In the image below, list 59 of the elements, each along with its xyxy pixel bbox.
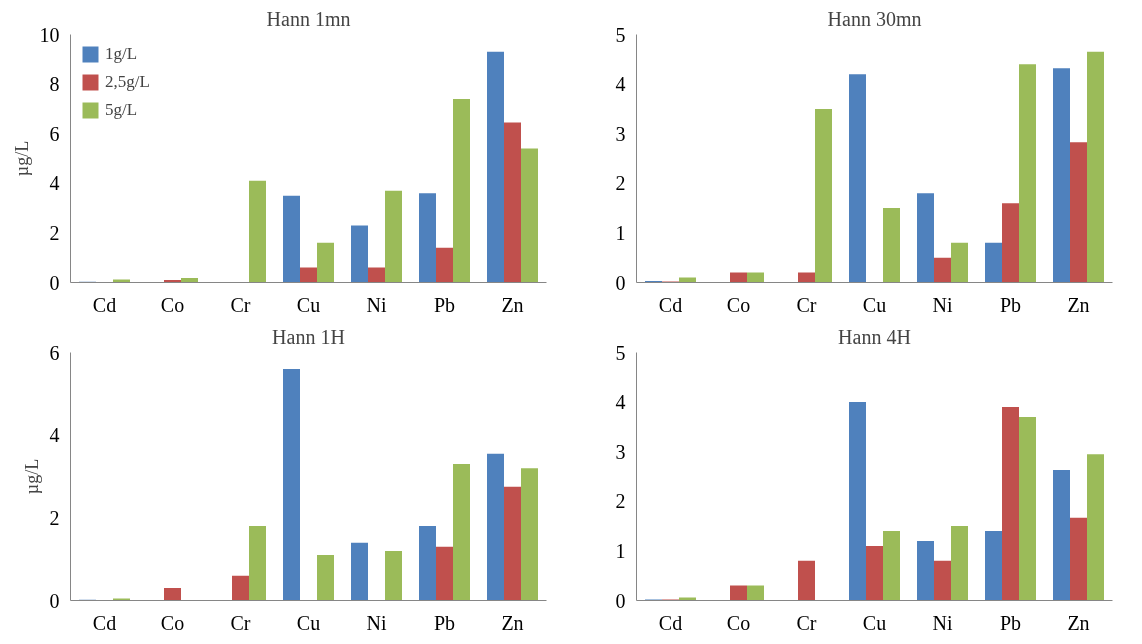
y-axis-title: µg/L — [11, 140, 32, 177]
y-tick-label: 1 — [615, 221, 626, 244]
y-tick-label: 4 — [49, 424, 60, 447]
x-tick-label: Ni — [932, 293, 953, 316]
x-tick-label: Cu — [296, 293, 321, 316]
x-tick-label: Co — [726, 611, 751, 634]
x-tick-label: Pb — [999, 611, 1022, 634]
x-tick-label: Co — [726, 293, 751, 316]
x-tick-label: Cd — [92, 611, 117, 634]
x-tick-label: Zn — [501, 293, 524, 316]
x-tick-label: Cr — [796, 293, 817, 316]
y-tick-label: 8 — [49, 73, 60, 96]
y-tick-label: 2 — [49, 221, 60, 244]
x-tick-label: Cd — [658, 293, 683, 316]
x-tick-label: Pb — [999, 293, 1022, 316]
y-tick-label: 10 — [39, 23, 60, 46]
y-tick-label: 4 — [49, 172, 60, 195]
y-tick-label: 5 — [615, 23, 626, 46]
x-tick-label: Cd — [658, 611, 683, 634]
y-tick-label: 0 — [49, 589, 60, 612]
x-tick-label: Cr — [796, 611, 817, 634]
x-tick-label: Pb — [433, 611, 456, 634]
x-tick-label: Zn — [1067, 611, 1090, 634]
legend-label: 1g/L — [105, 44, 138, 64]
legend-label: 5g/L — [105, 100, 138, 120]
chart-title: Hann 1H — [272, 325, 345, 348]
x-tick-label: Zn — [501, 611, 524, 634]
x-tick-label: Pb — [433, 293, 456, 316]
y-tick-label: 1 — [615, 539, 626, 562]
y-tick-label: 2 — [49, 506, 60, 529]
y-tick-label: 2 — [615, 490, 626, 513]
y-tick-label: 0 — [49, 271, 60, 294]
x-tick-label: Cu — [862, 293, 887, 316]
x-tick-label: Ni — [366, 293, 387, 316]
x-tick-label: Co — [160, 293, 185, 316]
x-tick-label: Cr — [230, 293, 251, 316]
chart-title: Hann 30mn — [827, 7, 922, 30]
legend-label: 2,5g/L — [105, 72, 150, 92]
x-tick-label: Zn — [1067, 293, 1090, 316]
chart-title: Hann 4H — [838, 325, 911, 348]
chart-title: Hann 1mn — [266, 7, 351, 30]
x-tick-label: Cu — [296, 611, 321, 634]
y-tick-label: 0 — [615, 589, 626, 612]
x-tick-label: Cr — [230, 611, 251, 634]
x-tick-label: Ni — [932, 611, 953, 634]
y-tick-label: 2 — [615, 172, 626, 195]
y-tick-label: 4 — [615, 391, 626, 414]
x-tick-label: Cu — [862, 611, 887, 634]
y-tick-label: 6 — [49, 341, 60, 364]
x-tick-label: Ni — [366, 611, 387, 634]
y-tick-label: 4 — [615, 73, 626, 96]
y-tick-label: 5 — [615, 341, 626, 364]
x-tick-label: Co — [160, 611, 185, 634]
y-tick-label: 3 — [615, 122, 626, 145]
y-tick-label: 6 — [49, 122, 60, 145]
y-axis-title: µg/L — [21, 458, 42, 495]
y-tick-label: 3 — [615, 440, 626, 463]
x-tick-label: Cd — [92, 293, 117, 316]
y-tick-label: 0 — [615, 271, 626, 294]
